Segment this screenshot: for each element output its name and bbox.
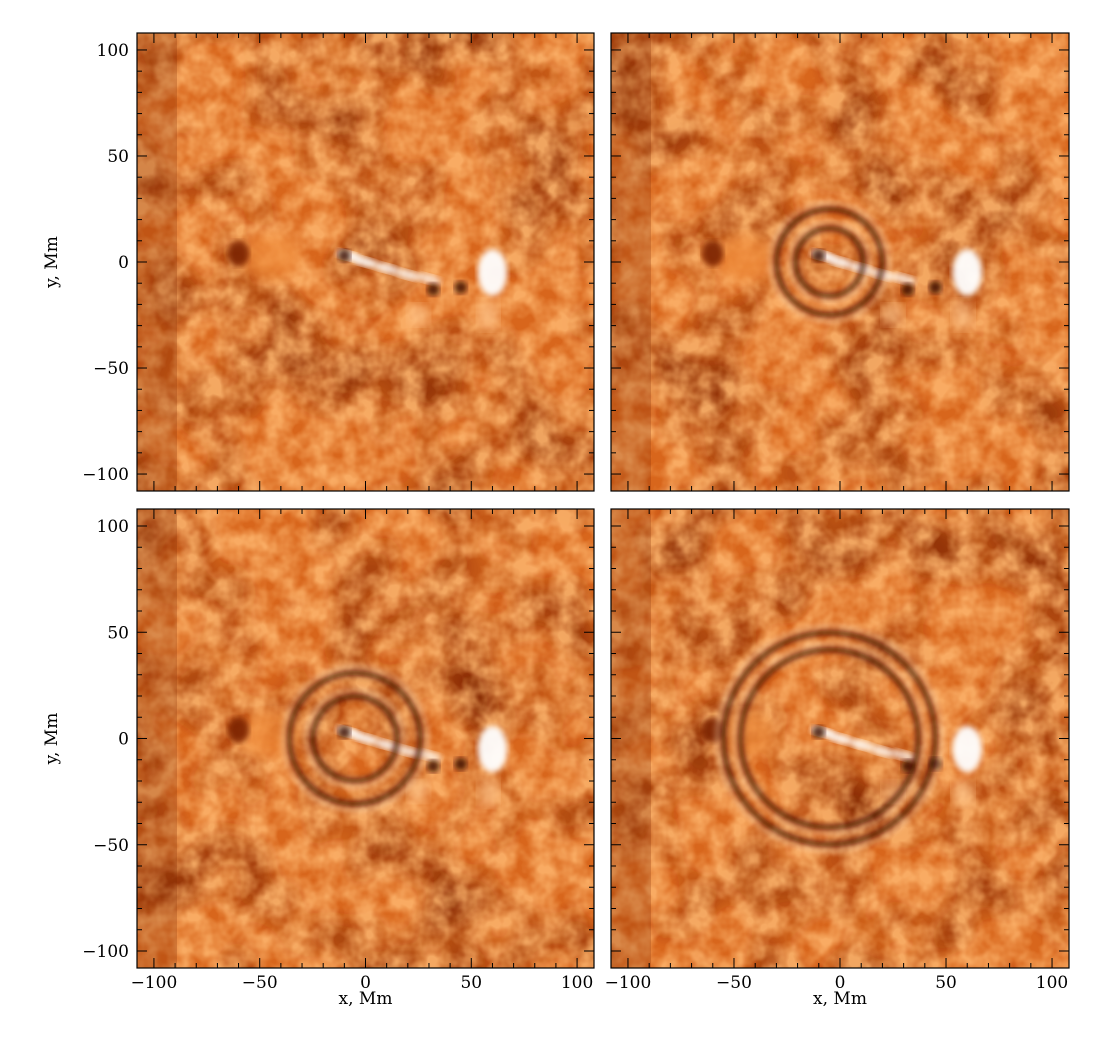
- y-tick-label: −100: [82, 942, 129, 962]
- x-tick-label: −50: [716, 973, 752, 993]
- tick-marks: [611, 509, 1069, 968]
- tick-marks: [137, 509, 594, 968]
- y-tick-label: −100: [82, 465, 129, 485]
- x-tick-label: 50: [935, 973, 957, 993]
- x-axis-label: x, Mm: [339, 989, 393, 1009]
- x-tick-label: −50: [242, 973, 278, 993]
- y-tick-label: −50: [93, 359, 129, 379]
- panel-bottom-right: −100 −50 0 50 100 x, Mm: [605, 508, 1070, 1009]
- x-tick-label: 0: [360, 973, 371, 993]
- x-tick-label: −100: [131, 973, 178, 993]
- panel-bottom-left: 100 50 0 −50 −100 y, Mm −100 −50 0 50 100 x, Mm: [42, 508, 595, 1009]
- intensity-map: [137, 33, 594, 491]
- wave-ring: [715, 624, 944, 853]
- y-tick-label: 50: [107, 147, 129, 167]
- y-axis-label: y, Mm: [42, 713, 62, 766]
- panel-top-right: [610, 32, 1070, 492]
- intensity-map: [611, 33, 1069, 491]
- y-tick-label: 100: [97, 517, 129, 537]
- wave-ring: [787, 220, 872, 304]
- wave-ring: [768, 201, 891, 323]
- panel-top-left: 100 50 0 −50 −100 y, Mm: [42, 32, 595, 492]
- x-axis-label: x, Mm: [813, 989, 867, 1009]
- x-tick-label: 100: [561, 973, 593, 993]
- y-tick-label: 0: [118, 730, 129, 750]
- x-tick-label: 0: [835, 973, 846, 993]
- tick-marks: [137, 33, 594, 491]
- tick-marks: [611, 33, 1069, 491]
- x-tick-label: 50: [460, 973, 482, 993]
- wave-ring: [281, 665, 429, 812]
- x-tick-label: −100: [605, 973, 652, 993]
- wave-ring: [732, 641, 927, 836]
- y-tick-label: 0: [118, 253, 129, 273]
- intensity-map: [611, 509, 1069, 968]
- y-tick-label: −50: [93, 836, 129, 856]
- wave-ring: [304, 688, 406, 789]
- y-tick-label: 50: [107, 623, 129, 643]
- y-axis-label: y, Mm: [42, 236, 62, 289]
- intensity-map: [137, 509, 594, 968]
- y-tick-label: 100: [97, 41, 129, 61]
- x-tick-label: 100: [1036, 973, 1068, 993]
